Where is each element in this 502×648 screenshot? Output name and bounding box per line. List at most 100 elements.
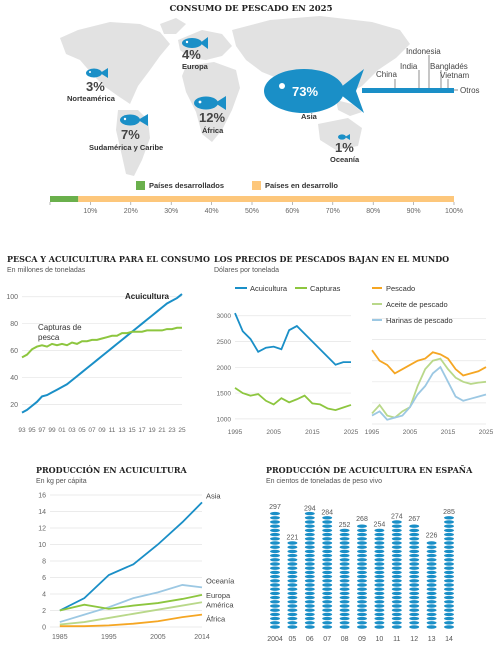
bar-segment	[339, 532, 350, 537]
bar-value-label: 254	[374, 521, 386, 528]
x-tick-label: 1995	[365, 429, 380, 436]
bar-segment	[287, 574, 298, 579]
bar-segment	[304, 583, 315, 587]
bar-segment	[322, 532, 333, 537]
bar-segment	[270, 511, 280, 516]
bar-segment	[339, 600, 350, 604]
bar-segment	[374, 608, 385, 612]
bar-value-label: 294	[304, 505, 316, 512]
bar-segment	[426, 625, 437, 629]
bar-segment	[444, 574, 454, 579]
p2-title: PESCA Y ACUICULTURA PARA EL CONSUMO	[7, 254, 210, 264]
bar-segment	[444, 604, 454, 608]
bar-segment	[444, 625, 454, 629]
bar-segment	[426, 595, 437, 600]
x-tick-label: 03	[68, 427, 76, 434]
bar-segment	[444, 524, 454, 528]
axis-tick-label: 10%	[83, 208, 97, 215]
series-line-0	[234, 312, 351, 366]
bar-category-label: 13	[428, 636, 436, 643]
bar-segment	[409, 604, 420, 608]
bar-segment	[409, 579, 420, 583]
bar-segment	[357, 562, 367, 566]
p2-subtitle: En millones de toneladas	[7, 267, 86, 274]
bar-value-label: 252	[339, 522, 351, 529]
bar-segment	[304, 511, 315, 516]
x-tick-label: 1995	[101, 634, 117, 641]
bar-segment	[444, 608, 454, 612]
bar-segment	[409, 574, 420, 579]
bar-segment	[322, 574, 333, 579]
bar-segment	[374, 579, 385, 583]
legend-label: Pescado	[386, 284, 415, 293]
bar-segment	[304, 524, 315, 528]
bar-segment	[409, 532, 420, 537]
bar-segment	[409, 545, 420, 549]
bar-segment	[270, 600, 280, 604]
bar-segment	[444, 566, 454, 570]
bar-segment	[322, 541, 333, 545]
bar-segment	[339, 616, 350, 621]
bar-segment	[270, 587, 280, 591]
bar-segment	[444, 537, 454, 541]
bar-segment	[409, 608, 420, 612]
bar-segment	[391, 612, 402, 617]
p3-title: LOS PRECIOS DE PESCADOS BAJAN EN EL MUND…	[214, 254, 450, 264]
x-tick-label: 2015	[441, 429, 456, 436]
bar-segment	[357, 625, 367, 629]
y-tick-label: 12	[38, 526, 46, 533]
bar-segment	[357, 524, 367, 528]
bar-segment	[391, 520, 402, 524]
bar-segment	[357, 612, 367, 617]
bar-segment	[304, 537, 315, 541]
pct-asia: 73%	[292, 84, 319, 99]
x-tick-label: 2014	[194, 634, 210, 641]
bar-segment	[391, 587, 402, 591]
x-tick-label: 2005	[266, 429, 281, 436]
bar-segment	[304, 621, 315, 625]
chart-precios-right: 1995 2005 2015 2025 Pescado Aceite de pescado…	[365, 284, 494, 436]
bar-segment	[322, 579, 333, 583]
bar-segment	[339, 579, 350, 583]
bar-segment	[287, 541, 298, 545]
bar-segment	[270, 608, 280, 612]
axis-tick-label: 90%	[407, 208, 421, 215]
bar-segment	[357, 528, 367, 533]
bar-segment	[374, 612, 385, 617]
asia-breakdown-bar	[362, 55, 458, 93]
bar-segment	[391, 528, 402, 533]
x-tick-label: 97	[38, 427, 46, 434]
bar-segment	[304, 604, 315, 608]
bar-segment	[374, 545, 385, 549]
bar-value-label: 221	[287, 535, 299, 542]
bar-value-label: 267	[408, 516, 420, 523]
series-line-1	[371, 357, 487, 419]
axis-tick-label: 80%	[366, 208, 380, 215]
bar-category-label: 2004	[267, 636, 283, 643]
bar-value-label: 268	[356, 516, 368, 523]
bar-segment	[339, 541, 350, 545]
asia-label-indonesia: Indonesia	[406, 47, 441, 56]
axis-tick-label: 60%	[285, 208, 299, 215]
bar-segment	[304, 608, 315, 612]
label-europa: Europa	[182, 62, 208, 71]
bar-segment	[374, 562, 385, 566]
x-tick-label: 95	[28, 427, 36, 434]
label-asia: Asia	[301, 112, 317, 121]
bar-segment	[270, 558, 280, 562]
map-title: CONSUMO DE PESCADO EN 2025	[169, 4, 333, 14]
bar-segment	[322, 612, 333, 617]
fish-sudamerica-icon	[120, 114, 148, 126]
legend-label: Harinas de pescado	[386, 316, 453, 325]
bar-segment	[391, 608, 402, 612]
bar-segment	[426, 562, 437, 566]
bar-segment	[304, 616, 315, 621]
bar-segment	[409, 553, 420, 558]
bar-segment	[409, 616, 420, 621]
bar-segment	[270, 604, 280, 608]
bar-segment	[339, 612, 350, 617]
bar-segment	[287, 621, 298, 625]
bar-segment	[426, 616, 437, 621]
p4-title: PRODUCCIÓN EN ACUICULTURA	[36, 465, 187, 475]
bar-segment	[270, 616, 280, 621]
